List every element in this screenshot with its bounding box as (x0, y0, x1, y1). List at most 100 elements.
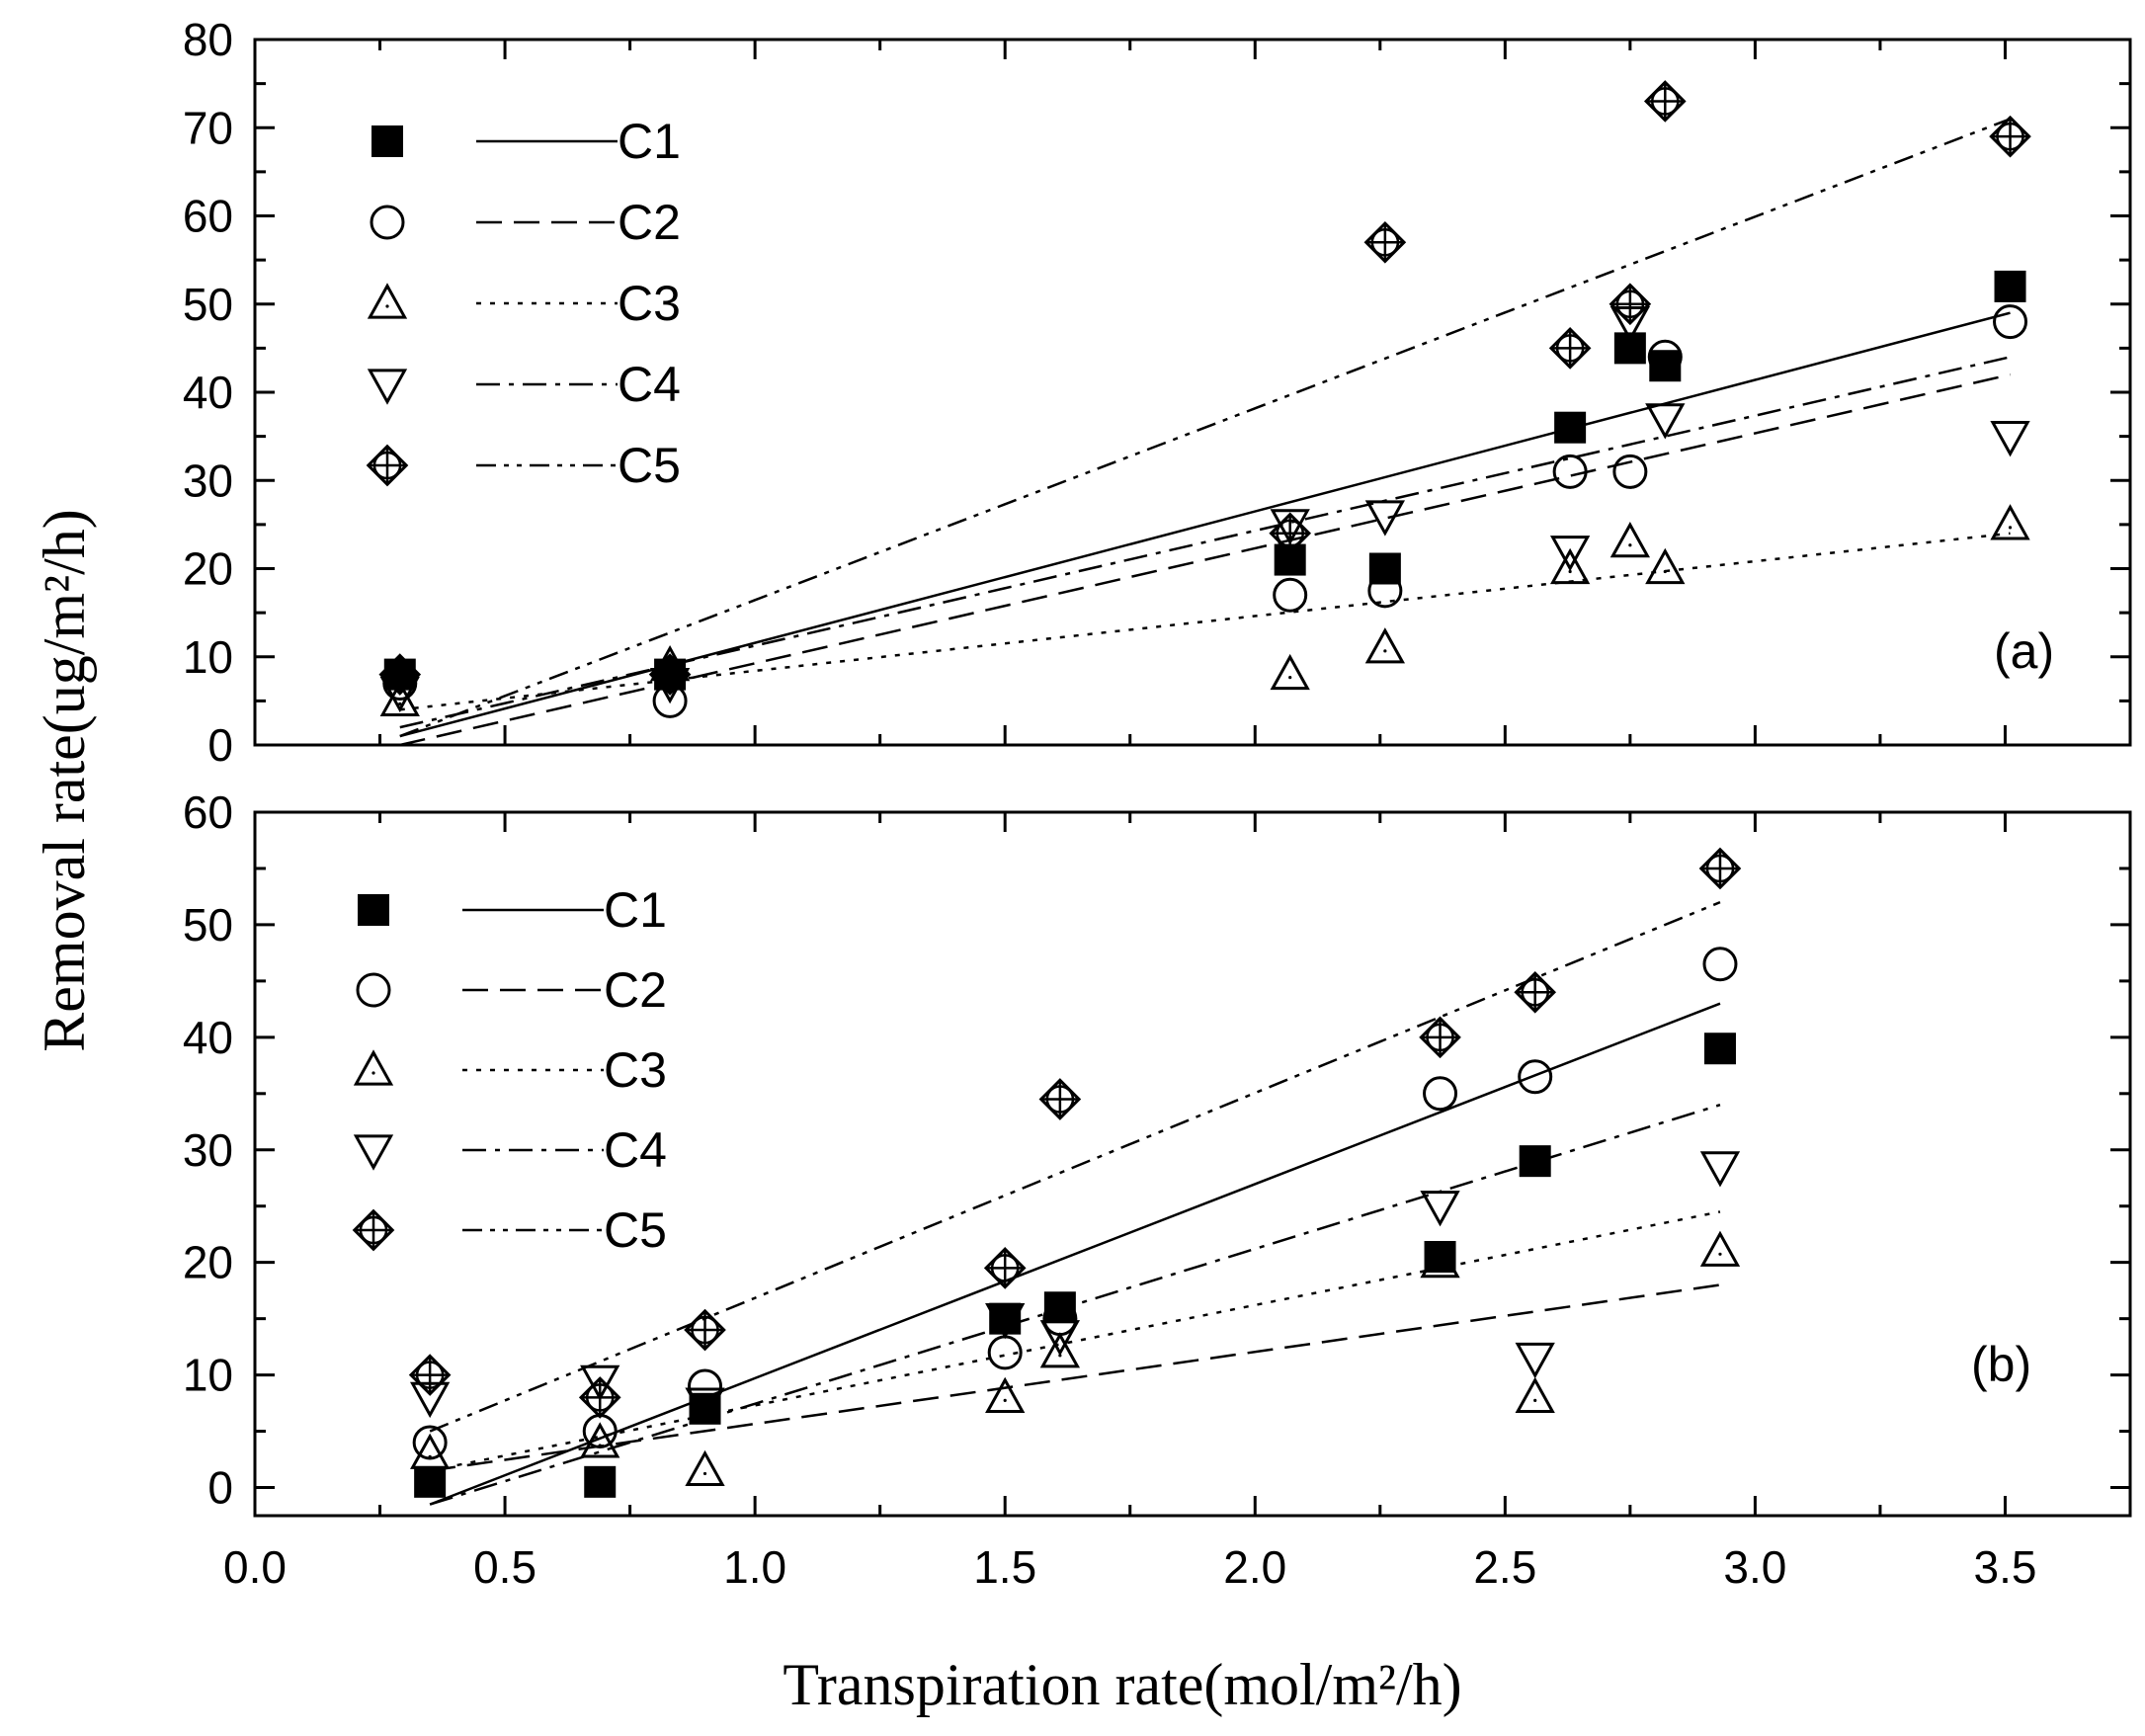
panel-b-legend-c5-symbol (352, 1208, 395, 1252)
panel-a-y-tick-label: 20 (183, 543, 233, 595)
x-tick-label: 2.5 (1473, 1541, 1536, 1593)
panel-b-legend-c2-label: C2 (604, 962, 667, 1018)
panel-b-markers (408, 847, 1742, 1498)
x-tick-label: 2.0 (1223, 1541, 1286, 1593)
panel-a-legend: C1 C2 C3 C4 C5 (366, 114, 681, 493)
panel-b-c4-point (985, 1303, 1026, 1340)
panel-b-legend-c4-label: C4 (604, 1122, 667, 1178)
panel-a-c3-point (379, 680, 420, 716)
panel-a-markers (378, 80, 2031, 718)
x-tick-label: 1.5 (973, 1541, 1036, 1593)
panel-b-c5-point (1698, 847, 1742, 890)
panel-b-c5-point (1514, 970, 1557, 1014)
panel-b-label: (b) (1971, 1337, 2031, 1392)
panel-b-legend-c4-symbol (353, 1134, 394, 1171)
panel-a-y-tick-label: 40 (183, 367, 233, 418)
panel-b-c1-point (584, 1465, 617, 1498)
x-tick-label: 3.5 (1973, 1541, 2036, 1593)
panel-a-c3-point (1549, 547, 1591, 585)
panel-a-legend-c5-label: C5 (618, 438, 681, 493)
panel-b-y-tick-label: 40 (183, 1012, 233, 1063)
panel-a-legend-c2-symbol (370, 205, 405, 240)
panel-a-legend-c4-symbol (367, 369, 408, 405)
panel-b-y-tick-label: 10 (183, 1350, 233, 1401)
panel-b-legend: C1 C2 C3 C4 C5 (352, 882, 667, 1258)
panel-a-y-tick-label: 0 (207, 719, 233, 771)
panel-a-c2-point (1552, 454, 1588, 489)
panel-b-c5-point (983, 1247, 1027, 1289)
panel-b-c4-point (1515, 1342, 1555, 1379)
panel-a-c5-point (1269, 512, 1312, 555)
panel-a-legend-c5-symbol (366, 444, 409, 487)
panel-b-c5-point (408, 1354, 452, 1396)
panel-b-c3-point (985, 1376, 1026, 1413)
panel-a-c1-point (1994, 270, 2026, 302)
panel-a-c4-point (1990, 421, 2030, 457)
panel-b-c5-point (1419, 1016, 1461, 1059)
panel-b-legend-c1-label: C1 (604, 882, 667, 938)
panel-a-c1-point (1649, 350, 1682, 382)
panel-a-c4-point (1645, 403, 1686, 440)
panel-a-ticks: 0 10 20 30 40 50 60 70 80 (183, 14, 2130, 771)
panel-a-y-tick-label: 50 (183, 279, 233, 330)
panel-b-c2-point (1423, 1076, 1458, 1112)
panel-b-y-tick-label: 30 (183, 1124, 233, 1176)
panel-a-c3-point (1609, 522, 1651, 558)
panel-b-legend-c2-symbol (356, 972, 391, 1008)
y-axis-title: Removal rate(ug/m²/h) (32, 509, 97, 1052)
panel-b-legend-c1-symbol (358, 894, 389, 926)
panel-a-c5-point (1609, 283, 1652, 326)
panel-a-c4-point (1364, 500, 1406, 537)
panel-b-c4-point (580, 1364, 620, 1401)
panel-a-legend-c2-label: C2 (618, 195, 681, 250)
panel-b-c2-point (688, 1368, 723, 1404)
panel-b-y-tick-label: 60 (183, 786, 233, 838)
panel-a-c3-point (1364, 627, 1406, 664)
panel-a-c3-point (1990, 504, 2030, 540)
panel-b-legend-c3-label: C3 (604, 1042, 667, 1098)
panel-a-legend-c1-label: C1 (618, 114, 681, 169)
panel-a-y-tick-label: 80 (183, 14, 233, 65)
panel-a-c5-point (648, 653, 692, 696)
panel-a-c3-point (1270, 653, 1310, 691)
panel-a-c2-point (1612, 454, 1648, 489)
panel-a-c5-point (1989, 115, 2031, 158)
panel-b-fit-c3 (429, 1210, 1721, 1472)
panel-b-c1-point (1519, 1145, 1551, 1178)
panel-b-c2-point (1702, 947, 1738, 982)
x-axis-title: Transpiration rate(mol/m²/h) (783, 1652, 1461, 1717)
panel-a-y-tick-label: 70 (183, 102, 233, 153)
panel-b-y-tick-label: 0 (207, 1462, 233, 1514)
panel-b-c2-point (1518, 1059, 1553, 1095)
panel-b-frame (253, 810, 2132, 1518)
panel-a-c5-point (1643, 80, 1687, 123)
panel-b-ticks: 0.0 0.5 1.0 1.5 2.0 2.5 3.0 3.5 0 10 20 30 40 50 60 (183, 786, 2130, 1593)
panel-a-c5-point (1363, 220, 1407, 264)
panel-b-c2-point (412, 1425, 448, 1460)
panel-a-c5-point (1548, 327, 1592, 370)
panel-a-c1-point (1554, 411, 1587, 444)
panel-b-c4-point (1039, 1320, 1081, 1357)
panel-a-c2-point (1367, 573, 1403, 609)
x-tick-label: 0.5 (473, 1541, 536, 1593)
panel-a-c2-point (1647, 339, 1683, 374)
panel-b-fit-c5 (429, 900, 1721, 1433)
panel-a-c3-point (1645, 547, 1686, 585)
panel-b-c3-point (409, 1433, 451, 1469)
panel-a-c4-point (1270, 509, 1310, 545)
panel-a-c4-point (1549, 536, 1591, 572)
panel-a-y-tick-label: 30 (183, 455, 233, 506)
panel-a-label: (a) (1994, 623, 2054, 679)
panel-a-legend-c3-symbol (367, 283, 408, 319)
panel-b-legend-c5-label: C5 (604, 1202, 667, 1258)
panel-b-fit-c1 (429, 1002, 1721, 1506)
panel-b-c1-point (414, 1465, 447, 1498)
panel-b-c4-point (685, 1387, 725, 1424)
panel-b-c3-point (1699, 1230, 1741, 1267)
panel-a-c2-point (1993, 304, 2028, 340)
panel-b-c3-point (1515, 1376, 1555, 1413)
panel-b-c5-point (578, 1376, 621, 1419)
panel-a-legend-c3-label: C3 (618, 276, 681, 331)
panel-b-c3-point (580, 1422, 620, 1458)
